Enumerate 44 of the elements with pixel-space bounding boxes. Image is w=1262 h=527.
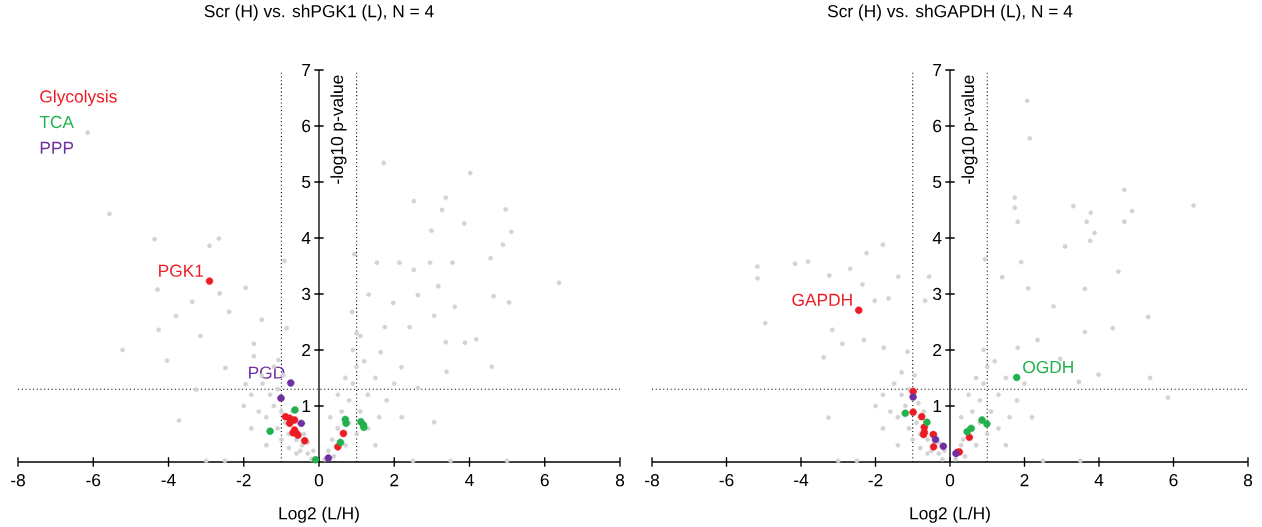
x-tick-label: 6 [1169,474,1178,487]
y-tick-label: 4 [301,232,311,244]
text: TCA [39,115,74,129]
x-tick-label: -8 [11,474,25,487]
y-tick-label: 7 [302,64,311,76]
annotation: OGDH [1023,360,1073,374]
x-tick-label: 4 [1094,474,1104,486]
x-tick-label: -6 [86,474,101,487]
x-axis-title: Log2 (L/H) [910,506,990,523]
x-tick-label: 4 [465,474,474,486]
y-axis-title: -log10 p-value [961,75,978,184]
x-tick-label: 2 [390,474,399,487]
y-tick-label: 7 [933,64,942,76]
text: Glycolysis [40,89,117,107]
text: PPP [40,141,74,154]
x-tick-label: 2 [1020,474,1029,487]
x-tick-label: -8 [645,474,659,487]
y-tick-label: 6 [933,119,942,133]
x-tick-label: 8 [615,474,625,487]
x-tick-label: -6 [719,474,734,487]
annotation: GAPDH [792,293,852,306]
y-tick-label: 3 [932,287,942,301]
y-tick-label: 2 [302,343,311,357]
x-tick-label: 6 [540,474,549,487]
chart-title: Scr (H) vs. shGAPDH (L), N = 4 [827,4,1073,21]
x-tick-label: 8 [1243,474,1253,487]
y-tick-label: 1 [302,400,311,412]
x-tick-label: -4 [794,474,809,486]
x-tick-label: -2 [868,474,883,487]
x-tick-label: -2 [236,474,251,487]
x-axis-title: Log2 (L/H) [279,506,359,523]
y-tick-label: 2 [933,343,942,357]
y-axis-title: -log10 p-value [330,75,347,184]
y-tick-label: 6 [302,119,311,133]
chart-title: Scr (H) vs. shPGK1 (L), N = 4 [204,4,434,21]
y-tick-label: 1 [933,400,942,412]
y-tick-label: 3 [301,287,311,301]
x-tick-label: 0 [314,474,324,487]
annotation: PGK1 [159,264,204,277]
y-tick-label: 4 [932,232,942,244]
y-tick-label: 5 [933,175,942,189]
x-tick-label: 0 [945,474,955,487]
y-tick-label: 5 [302,175,311,189]
x-tick-label: -4 [161,474,176,486]
